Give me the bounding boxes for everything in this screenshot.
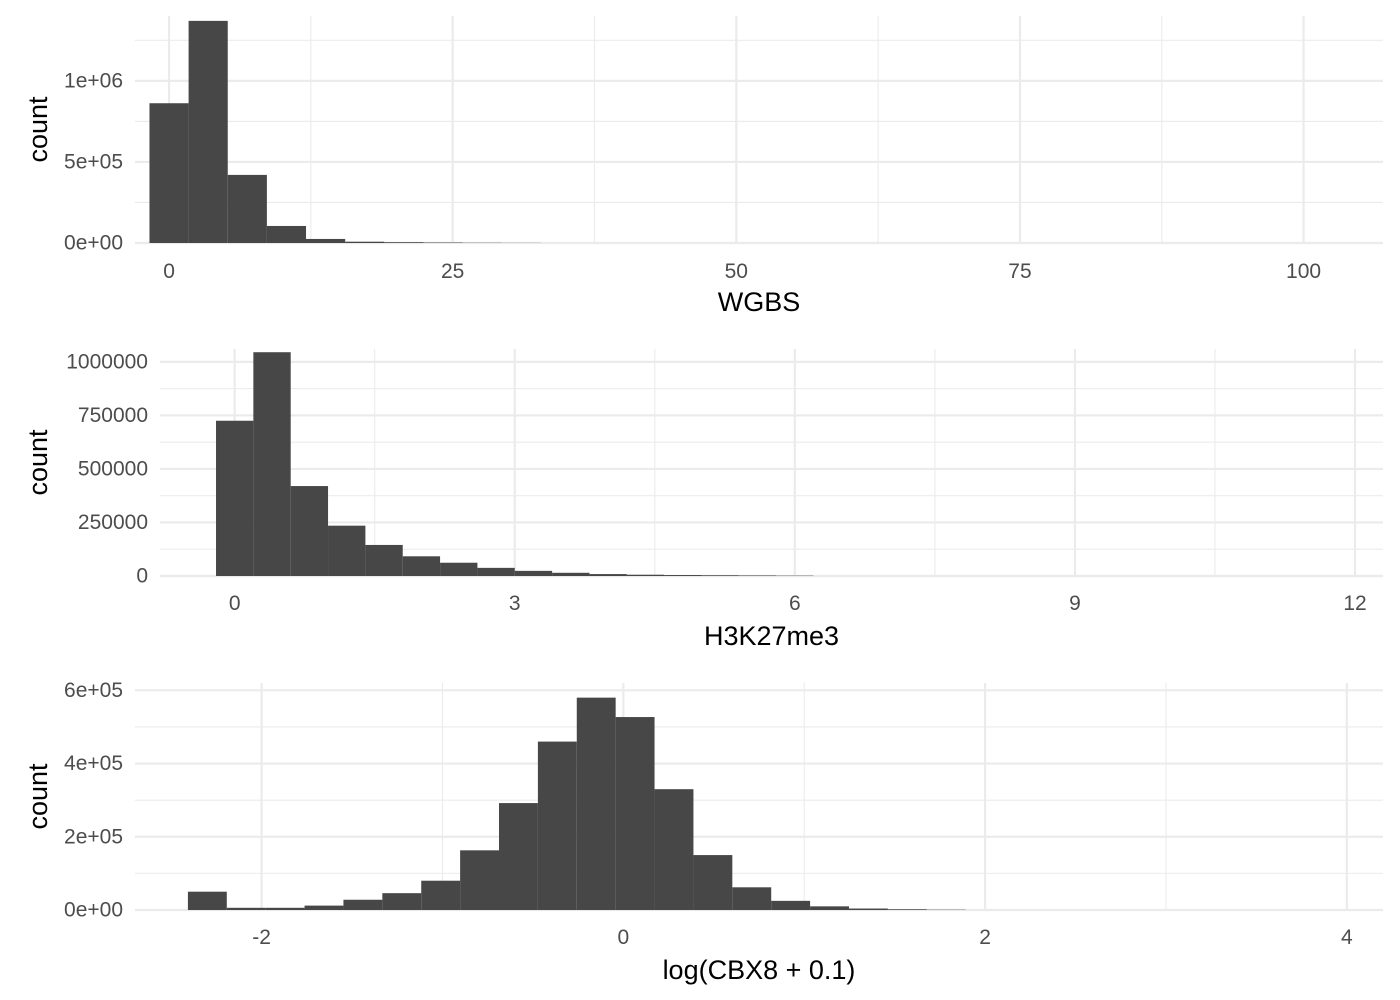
- x-axis-title: WGBS: [718, 287, 801, 317]
- x-tick-label: 25: [441, 260, 464, 283]
- wgbs-bar: [266, 225, 307, 243]
- y-tick-label: 250000: [78, 511, 148, 534]
- cbx8-bar: [848, 908, 888, 910]
- h3k27me3-bar: [216, 420, 254, 576]
- x-tick-label: 3: [509, 592, 521, 615]
- cbx8-bar: [187, 891, 227, 910]
- cbx8-bar: [810, 906, 849, 910]
- x-tick-label: 2: [979, 926, 991, 949]
- wgbs-bar: [149, 103, 189, 244]
- h3k27me3-bar: [626, 574, 665, 576]
- cbx8-bar: [226, 907, 266, 910]
- y-tick-label: 4e+05: [64, 752, 123, 775]
- wgbs-histogram-panel: 0e+00 5e+05 1e+06 0 25 50 75 100 WGBS count: [23, 16, 1383, 317]
- y-tick-label: 2e+05: [64, 825, 123, 848]
- y-tick-label: 0e+00: [64, 899, 123, 922]
- x-tick-label: -2: [252, 926, 271, 949]
- h3k27me3-bar: [328, 525, 366, 576]
- h3k27me3-bar: [552, 572, 590, 576]
- cbx8-bar: [382, 893, 422, 910]
- y-tick-label: 6e+05: [64, 679, 123, 702]
- y-tick-label: 5e+05: [64, 150, 123, 173]
- cbx8-bar: [460, 850, 499, 910]
- cbx8-bar: [771, 900, 811, 910]
- cbx8-bar: [654, 789, 694, 910]
- h3k27me3-histogram-panel: 0 250000 500000 750000 1000000 0 3 6 9 12 H3K27me3…: [23, 349, 1383, 651]
- cbx8-bar: [732, 887, 772, 910]
- h3k27me3-bar: [365, 544, 403, 576]
- y-tick-label: 0: [136, 565, 148, 588]
- y-axis-title: count: [23, 763, 53, 830]
- cbx8-bar: [421, 880, 461, 910]
- x-tick-label: 4: [1341, 926, 1353, 949]
- x-tick-label: 50: [725, 260, 748, 283]
- x-tick-label: 6: [789, 592, 801, 615]
- cbx8-bar: [537, 741, 577, 910]
- h3k27me3-bar: [664, 575, 702, 576]
- h3k27me3-bar: [253, 352, 291, 576]
- h3k27me3-bar: [402, 556, 441, 576]
- wgbs-bar: [227, 174, 267, 243]
- cbx8-bar: [693, 855, 733, 910]
- x-tick-label: 0: [163, 260, 175, 283]
- x-tick-label: 9: [1069, 592, 1081, 615]
- wgbs-bar: [306, 238, 346, 243]
- x-tick-label: 75: [1008, 260, 1031, 283]
- cbx8-histogram-panel: 0e+00 2e+05 4e+05 6e+05 -2 0 2 4 log(CBX8 + 0.1)…: [23, 679, 1383, 985]
- x-tick-label: 12: [1343, 592, 1366, 615]
- y-tick-label: 0e+00: [64, 232, 123, 255]
- h3k27me3-bar: [477, 567, 515, 576]
- cbx8-bar: [887, 909, 927, 910]
- x-tick-label: 100: [1286, 260, 1321, 283]
- cbx8-bar: [615, 717, 655, 910]
- wgbs-bar: [188, 20, 228, 243]
- cbx8-bar: [576, 697, 616, 910]
- wgbs-bar: [345, 241, 385, 243]
- cbx8-bar: [343, 899, 383, 910]
- y-axis-title: count: [23, 96, 53, 163]
- cbx8-bar: [265, 907, 305, 910]
- wgbs-bar: [384, 242, 424, 243]
- y-tick-label: 750000: [78, 404, 148, 427]
- h3k27me3-bar: [738, 575, 777, 576]
- y-tick-label: 1000000: [66, 350, 148, 373]
- cbx8-bar: [304, 905, 344, 910]
- x-axis-title: H3K27me3: [704, 621, 839, 651]
- h3k27me3-bar: [589, 574, 627, 576]
- y-tick-label: 500000: [78, 457, 148, 480]
- h3k27me3-bar: [290, 486, 329, 576]
- x-axis-title: log(CBX8 + 0.1): [663, 955, 856, 985]
- h3k27me3-bar: [514, 570, 553, 576]
- h3k27me3-bar: [701, 575, 739, 576]
- x-tick-label: 0: [229, 592, 241, 615]
- y-tick-label: 1e+06: [64, 69, 123, 92]
- cbx8-bar: [499, 803, 538, 910]
- x-tick-label: 0: [618, 926, 630, 949]
- h3k27me3-bar: [440, 562, 478, 576]
- y-axis-title: count: [23, 429, 53, 496]
